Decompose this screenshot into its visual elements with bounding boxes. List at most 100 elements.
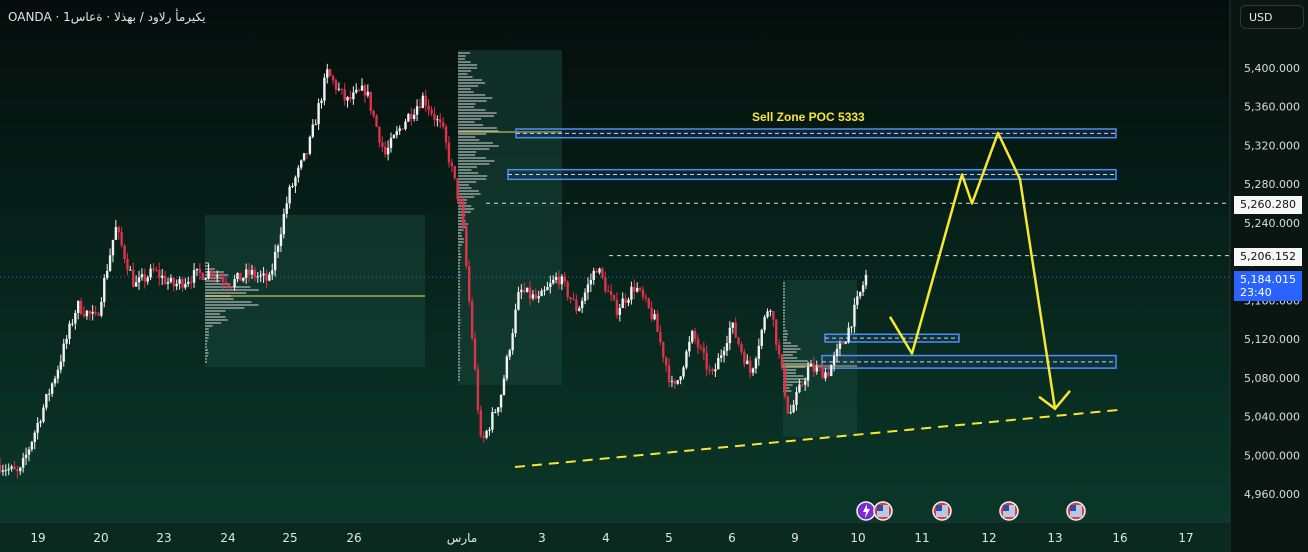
candle-body [166,281,170,284]
candle-body [326,69,329,78]
currency-button[interactable]: USD [1240,5,1304,29]
candle-body [294,177,297,187]
volume-profile-bar [783,357,798,359]
x-tick-label: 12 [981,531,996,545]
candle-body [566,282,569,298]
candle-body [612,295,616,300]
candle-body [71,323,74,325]
candle-body [803,380,807,385]
volume-profile-bar [783,375,804,377]
volume-profile-bar [458,118,481,120]
candle-body [520,289,523,293]
volume-profile-bar [783,324,785,326]
candle-body [864,274,868,286]
candle-body [285,203,288,214]
volume-profile-bar [783,345,798,347]
volume-profile-bar [458,130,499,132]
candle-body [155,270,158,272]
volume-profile-bar [205,355,208,357]
candle-body [204,278,207,280]
candle-body [459,199,462,204]
y-tick-label: 5,280.000 [1244,178,1300,191]
volume-profile-bar [458,160,495,162]
volume-profile-bar [783,360,808,362]
candle-body [664,357,668,366]
candle-body [198,268,202,273]
candle-body [213,276,216,278]
candle-body [525,287,529,292]
candle-body [847,327,850,342]
zone-0 [515,128,1117,139]
candle-body [496,407,500,413]
volume-profile-bar [458,376,460,378]
volume-profile-bar [458,271,461,273]
x-tick-label: 26 [346,531,361,545]
volume-profile-bar [458,205,472,207]
candle-body [653,313,656,320]
candle-body [192,270,196,283]
volume-profile-bar [458,358,460,360]
candle-body [375,115,378,127]
x-tick-label: 20 [93,531,108,545]
candle-body [441,122,445,127]
x-tick-label: 6 [728,531,736,545]
candle-body [734,322,737,338]
candle-body [247,269,251,275]
candle-body [714,369,717,372]
candle-body [754,358,758,369]
volume-profile-bar [205,289,259,291]
volume-profile-bar [458,268,460,270]
volume-profile-bar [205,271,224,273]
candle-body [366,91,370,96]
candle-body [476,369,480,411]
candle-body [30,442,34,450]
candle-body [821,367,824,379]
candle-body [424,95,427,106]
candle-body [244,269,248,278]
candle-body [676,380,679,384]
candle-body [609,291,613,296]
candle-body [311,124,315,137]
volume-profile-bar [458,100,487,102]
x-tick-label: 25 [282,531,297,545]
candle-body [117,227,120,233]
candle-body [16,469,19,472]
candle-body [517,292,520,310]
volume-profile-bar [458,277,460,279]
candle-body [740,344,743,352]
volume-profile-bar [783,285,785,287]
volume-profile-bar [458,325,460,327]
candle-body [282,213,286,235]
volume-profile-bar [205,343,207,345]
candle-body [79,301,83,315]
volume-profile-bar [205,316,226,318]
volume-profile-bar [458,196,475,198]
candle-body [841,343,845,345]
candle-body [94,311,97,314]
volume-profile-bar [458,88,471,90]
candle-body [1,470,5,472]
volume-profile-bar [783,363,813,365]
candle-body [401,128,404,130]
candle-body [412,114,416,120]
volume-profile-bar [783,384,793,386]
volume-profile-bar [205,301,252,303]
volume-profile-bar [783,297,785,299]
candle-body [305,153,309,155]
volume-profile-bar [458,112,497,114]
volume-profile-bar [783,300,785,302]
volume-profile-bar [205,319,228,321]
candle-body [546,286,549,291]
volume-profile-bar [783,309,785,311]
volume-profile-bar [458,67,478,69]
candle-body [372,110,375,116]
candle-body [184,283,187,288]
candle-body [233,279,236,288]
candle-body [783,368,787,397]
volume-profile-bar [458,91,474,93]
candle-body [630,286,633,300]
volume-profile-bar [458,229,464,231]
candle-body [575,299,578,311]
